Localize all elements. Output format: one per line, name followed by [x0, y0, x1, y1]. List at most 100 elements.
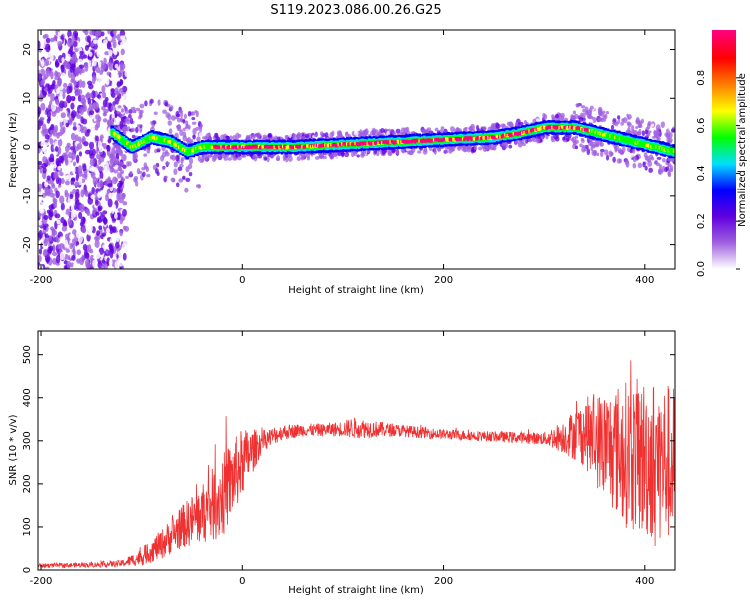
scatter-blob	[120, 177, 126, 182]
scatter-blob	[82, 118, 88, 125]
scatter-blob	[38, 183, 43, 190]
halo-blob	[192, 134, 196, 140]
halo-blob	[644, 129, 648, 135]
halo-blob	[519, 121, 524, 126]
halo-blob	[167, 113, 172, 121]
halo-blob	[202, 154, 208, 161]
spectrogram-marks	[38, 30, 675, 269]
x-tick-label: 0	[239, 576, 245, 587]
halo-blob	[605, 154, 610, 161]
halo-blob	[186, 137, 192, 144]
halo-blob	[632, 163, 637, 169]
y-tick-label: 10	[22, 92, 33, 105]
halo-blob	[314, 156, 320, 160]
scatter-blob	[82, 244, 88, 251]
halo-blob	[264, 157, 268, 161]
scatter-blob	[94, 102, 99, 110]
halo-blob	[110, 104, 116, 111]
halo-blob	[421, 129, 425, 133]
scatter-blob	[113, 109, 118, 119]
scatter-blob	[124, 69, 129, 78]
scatter-blob	[69, 242, 74, 250]
halo-blob	[138, 109, 142, 115]
halo-blob	[157, 99, 161, 106]
halo-blob	[167, 120, 172, 126]
colorbar-label: Normalized spectral amplitude	[737, 73, 748, 227]
halo-blob	[387, 149, 393, 156]
scatter-blob	[84, 63, 89, 72]
scatter-blob	[86, 35, 92, 43]
halo-blob	[350, 151, 355, 158]
scatter-blob	[79, 257, 85, 266]
scatter-blob	[97, 205, 103, 211]
scatter-blob	[82, 164, 87, 172]
scatter-blob	[44, 151, 49, 158]
scatter-blob	[82, 54, 88, 59]
halo-blob	[173, 161, 178, 168]
scatter-blob	[58, 95, 62, 101]
halo-blob	[130, 127, 136, 133]
scatter-blob	[91, 148, 96, 156]
y-tick-label: 500	[22, 345, 33, 364]
colorbar-gradient	[712, 30, 736, 269]
scatter-blob	[45, 43, 51, 53]
scatter-blob	[50, 42, 55, 52]
scatter-blob	[60, 202, 65, 211]
halo-blob	[132, 122, 137, 129]
halo-blob	[589, 119, 594, 123]
scatter-blob	[98, 61, 102, 68]
halo-blob	[482, 126, 487, 131]
scatter-blob	[53, 34, 58, 43]
halo-blob	[187, 110, 192, 117]
snr-series-line	[38, 360, 675, 569]
scatter-blob	[101, 85, 106, 93]
scatter-blob	[91, 186, 95, 195]
scatter-blob	[59, 186, 65, 193]
scatter-blob	[52, 244, 56, 253]
scatter-blob	[78, 151, 83, 157]
halo-blob	[635, 125, 639, 130]
halo-blob	[174, 116, 179, 120]
scatter-blob	[92, 259, 97, 268]
halo-blob	[614, 145, 618, 153]
halo-blob	[188, 157, 194, 165]
scatter-blob	[38, 191, 43, 198]
halo-blob	[621, 146, 626, 153]
scatter-blob	[91, 57, 97, 67]
scatter-blob	[118, 259, 124, 267]
y-tick-label: 300	[22, 431, 33, 450]
scatter-blob	[60, 155, 65, 164]
halo-blob	[574, 135, 579, 139]
scatter-blob	[93, 236, 100, 241]
halo-blob	[143, 153, 148, 157]
halo-blob	[609, 151, 614, 156]
scatter-blob	[89, 167, 96, 172]
y-tick-label: 0	[22, 567, 33, 573]
scatter-blob	[55, 157, 60, 166]
halo-blob	[128, 108, 133, 114]
scatter-blob	[57, 138, 63, 147]
scatter-blob	[65, 53, 71, 62]
halo-blob	[329, 153, 333, 160]
scatter-blob	[102, 91, 107, 99]
scatter-blob	[38, 161, 43, 166]
halo-blob	[469, 125, 474, 131]
scatter-blob	[100, 74, 105, 79]
scatter-blob	[50, 102, 57, 112]
scatter-blob	[57, 31, 62, 37]
scatter-blob	[88, 83, 94, 90]
halo-blob	[113, 143, 117, 149]
scatter-blob	[98, 156, 105, 163]
scatter-blob	[77, 94, 82, 102]
halo-blob	[256, 132, 261, 139]
halo-blob	[198, 132, 203, 138]
scatter-blob	[112, 30, 117, 36]
halo-blob	[113, 169, 119, 174]
halo-blob	[586, 148, 591, 156]
scatter-blob	[97, 38, 102, 48]
halo-blob	[617, 149, 622, 154]
halo-blob	[495, 122, 500, 129]
scatter-blob	[90, 134, 95, 143]
scatter-blob	[59, 100, 65, 109]
scatter-blob	[38, 40, 41, 50]
